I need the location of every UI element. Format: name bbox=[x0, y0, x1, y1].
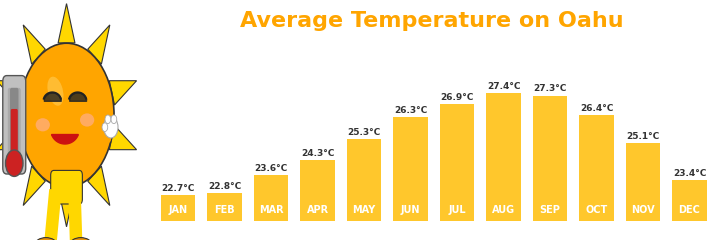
Text: MAY: MAY bbox=[352, 204, 376, 215]
FancyBboxPatch shape bbox=[672, 198, 707, 221]
Polygon shape bbox=[23, 25, 45, 64]
Text: NOV: NOV bbox=[631, 204, 655, 215]
Text: JUL: JUL bbox=[449, 204, 466, 215]
Polygon shape bbox=[109, 126, 137, 150]
FancyBboxPatch shape bbox=[486, 198, 521, 221]
FancyBboxPatch shape bbox=[440, 198, 474, 221]
Text: 27.3°C: 27.3°C bbox=[534, 84, 567, 93]
Text: DEC: DEC bbox=[679, 204, 701, 215]
Polygon shape bbox=[109, 81, 137, 105]
Text: 22.7°C: 22.7°C bbox=[161, 184, 194, 193]
Polygon shape bbox=[23, 166, 45, 205]
Text: 26.4°C: 26.4°C bbox=[580, 104, 613, 113]
Bar bbox=[253, 175, 289, 221]
FancyBboxPatch shape bbox=[3, 76, 26, 174]
Polygon shape bbox=[0, 81, 24, 105]
Text: 26.3°C: 26.3°C bbox=[394, 106, 427, 115]
FancyBboxPatch shape bbox=[10, 88, 19, 166]
Text: 23.6°C: 23.6°C bbox=[254, 164, 288, 173]
Bar bbox=[486, 93, 521, 221]
FancyBboxPatch shape bbox=[50, 170, 82, 204]
Polygon shape bbox=[0, 126, 24, 150]
FancyBboxPatch shape bbox=[11, 109, 18, 160]
Circle shape bbox=[6, 150, 23, 176]
Bar bbox=[393, 117, 428, 221]
FancyBboxPatch shape bbox=[8, 88, 21, 166]
Text: MAR: MAR bbox=[258, 204, 284, 215]
Polygon shape bbox=[58, 4, 75, 43]
FancyBboxPatch shape bbox=[346, 198, 382, 221]
Polygon shape bbox=[88, 25, 110, 64]
Text: 26.9°C: 26.9°C bbox=[441, 93, 474, 102]
Text: OCT: OCT bbox=[585, 204, 608, 215]
Circle shape bbox=[102, 123, 108, 132]
Ellipse shape bbox=[36, 118, 50, 132]
Text: FEB: FEB bbox=[215, 204, 235, 215]
Text: 25.1°C: 25.1°C bbox=[626, 132, 660, 141]
Bar bbox=[533, 96, 567, 221]
Polygon shape bbox=[58, 187, 75, 227]
Text: APR: APR bbox=[307, 204, 328, 215]
Bar bbox=[626, 143, 660, 221]
Bar bbox=[672, 180, 707, 221]
Bar bbox=[579, 115, 614, 221]
FancyBboxPatch shape bbox=[533, 198, 567, 221]
Bar bbox=[161, 195, 196, 221]
FancyBboxPatch shape bbox=[253, 198, 289, 221]
Text: AUG: AUG bbox=[492, 204, 515, 215]
Polygon shape bbox=[88, 166, 110, 205]
FancyBboxPatch shape bbox=[393, 198, 428, 221]
Circle shape bbox=[111, 115, 117, 124]
Bar bbox=[207, 193, 242, 221]
Ellipse shape bbox=[70, 238, 92, 240]
FancyBboxPatch shape bbox=[579, 198, 614, 221]
Text: JUN: JUN bbox=[401, 204, 420, 215]
Text: SEP: SEP bbox=[539, 204, 560, 215]
Ellipse shape bbox=[48, 77, 63, 106]
Text: 22.8°C: 22.8°C bbox=[208, 181, 241, 191]
Text: 27.4°C: 27.4°C bbox=[487, 82, 521, 91]
Text: 25.3°C: 25.3°C bbox=[348, 128, 381, 137]
Ellipse shape bbox=[80, 113, 94, 127]
Circle shape bbox=[105, 115, 111, 124]
Ellipse shape bbox=[35, 238, 57, 240]
Text: 24.3°C: 24.3°C bbox=[301, 149, 334, 158]
FancyBboxPatch shape bbox=[207, 198, 242, 221]
Circle shape bbox=[19, 43, 114, 187]
FancyBboxPatch shape bbox=[300, 198, 335, 221]
Text: JAN: JAN bbox=[168, 204, 188, 215]
Bar bbox=[346, 139, 382, 221]
Bar bbox=[300, 160, 335, 221]
FancyBboxPatch shape bbox=[626, 198, 660, 221]
Circle shape bbox=[104, 116, 118, 138]
Text: Average Temperature on Oahu: Average Temperature on Oahu bbox=[240, 11, 624, 31]
Text: 23.4°C: 23.4°C bbox=[673, 169, 706, 178]
FancyBboxPatch shape bbox=[161, 198, 196, 221]
Polygon shape bbox=[52, 135, 78, 144]
Bar bbox=[440, 104, 474, 221]
